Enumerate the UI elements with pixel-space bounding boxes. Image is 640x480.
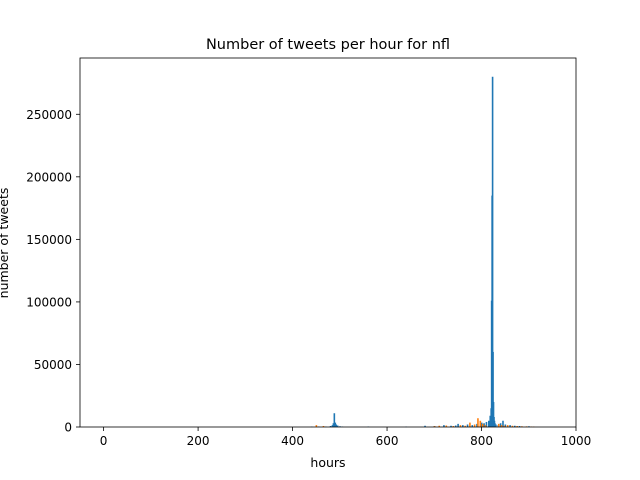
bar-series0-41 — [502, 420, 504, 427]
x-tick-label-400: 400 — [281, 434, 304, 448]
bar-series0-33 — [492, 351, 494, 427]
bar-series1-13 — [484, 425, 487, 427]
bar-series1-2 — [433, 426, 436, 427]
bar-series0-8 — [335, 424, 338, 427]
bar-series0-26 — [485, 422, 488, 427]
bar-series0-9 — [336, 425, 339, 427]
bar-series0-24 — [480, 422, 483, 427]
bar-series0-27 — [488, 420, 490, 427]
bar-series0-40 — [499, 423, 502, 427]
bar-series0-45 — [518, 426, 521, 427]
bar-series1-9 — [473, 424, 476, 427]
bar-series0-43 — [509, 425, 511, 427]
bar-series1-1 — [322, 426, 325, 427]
y-axis-label: number of tweets — [0, 188, 11, 299]
bar-series1-3 — [438, 425, 441, 427]
chart-title: Number of tweets per hour for nfl — [206, 37, 450, 53]
y-tick-label-200000: 200000 — [26, 170, 72, 184]
bar-series1-0 — [315, 425, 318, 427]
x-tick-label-1000: 1000 — [561, 434, 592, 448]
bar-series0-21 — [466, 424, 469, 427]
x-axis-label: hours — [310, 455, 345, 470]
bar-series0-19 — [457, 423, 459, 427]
bar-series0-37 — [494, 423, 496, 427]
x-tick-label-0: 0 — [100, 434, 108, 448]
x-tick-label-800: 800 — [470, 434, 493, 448]
bar-series1-7 — [464, 425, 466, 427]
x-axis-ticks: 0 200 400 600 800 1000 — [100, 427, 591, 448]
x-tick-label-200: 200 — [187, 434, 210, 448]
bar-series0-25 — [483, 423, 485, 427]
bar-series1-15 — [500, 425, 503, 427]
y-tick-label-100000: 100000 — [26, 295, 72, 309]
bar-series0-14 — [424, 425, 426, 427]
bar-series1-17 — [506, 425, 509, 427]
bar-series0-22 — [471, 425, 474, 427]
bar-series1-12 — [481, 423, 484, 427]
bar-series0-16 — [443, 425, 445, 427]
y-tick-label-50000: 50000 — [34, 358, 72, 372]
bar-series0-28 — [489, 415, 492, 427]
bar-series0-4 — [331, 425, 334, 427]
bar-series1-16 — [503, 425, 506, 427]
bar-series0-18 — [454, 425, 457, 427]
bar-series0-5 — [332, 423, 335, 427]
bar-series1-11 — [479, 420, 482, 427]
bar-series0-20 — [462, 425, 464, 427]
bar-series1-18 — [511, 425, 514, 427]
bar-series0-32 — [491, 76, 494, 427]
bar-series1-19 — [516, 426, 518, 427]
bar-series0-34 — [492, 401, 495, 427]
y-axis-ticks: 0 50000 100000 150000 200000 250000 — [26, 108, 80, 435]
x-tick-label-600: 600 — [376, 434, 399, 448]
bar-series0-42 — [504, 424, 507, 427]
bar-series0-17 — [450, 425, 452, 427]
plot-area-frame — [79, 57, 577, 428]
y-tick-label-0: 0 — [64, 421, 72, 435]
y-tick-label-250000: 250000 — [26, 108, 72, 122]
bar-series0-38 — [495, 424, 497, 427]
bar-series0-7 — [334, 422, 337, 427]
bar-series1-10 — [477, 418, 479, 427]
bar-series1-6 — [459, 425, 462, 427]
bar-series1-8 — [469, 422, 471, 427]
bar-series0-3 — [329, 426, 332, 427]
bar-series0-6 — [333, 413, 336, 427]
bar-series0-23 — [476, 423, 478, 427]
bar-series1-14 — [497, 423, 500, 427]
bar-series1-4 — [445, 425, 448, 427]
y-tick-label-150000: 150000 — [26, 233, 72, 247]
bar-series1-5 — [452, 426, 455, 427]
bar-series0-44 — [513, 425, 516, 427]
